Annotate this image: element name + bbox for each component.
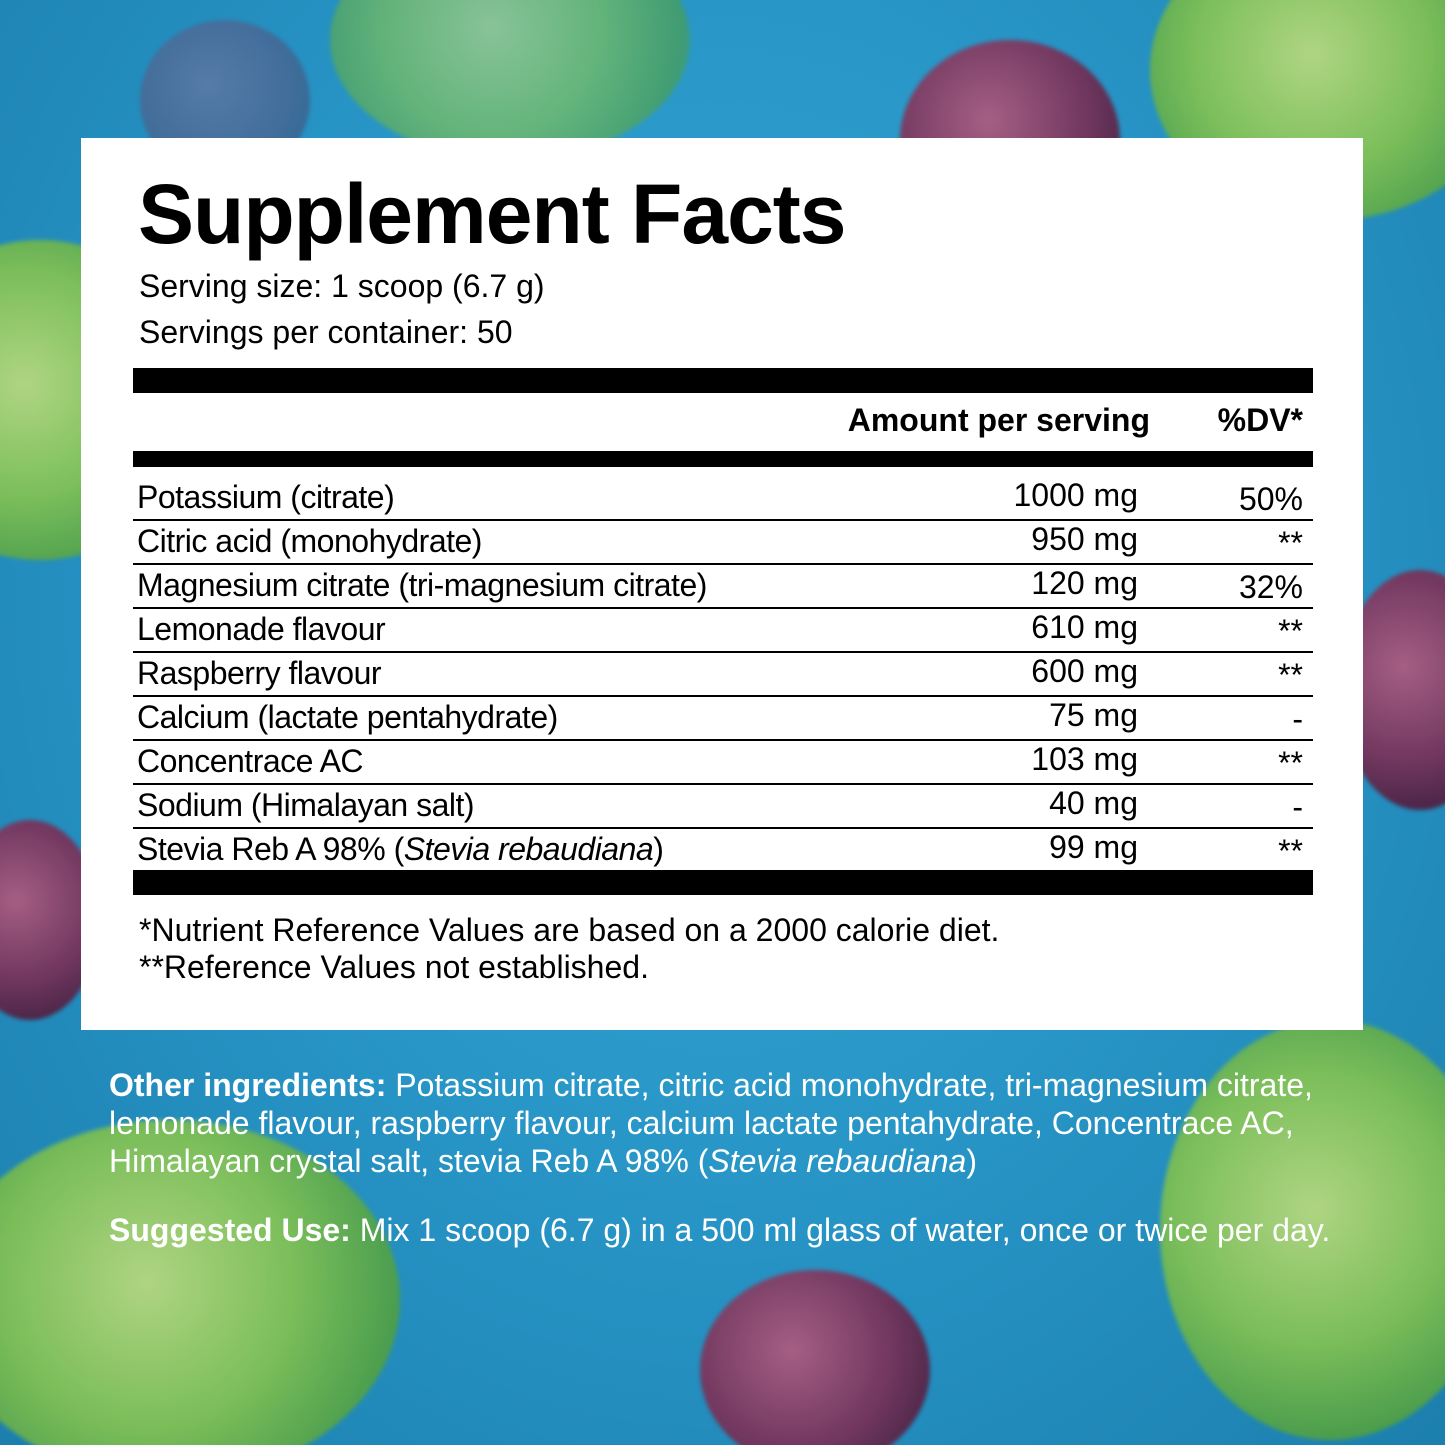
daily-value: **	[1278, 657, 1303, 693]
lime-decor	[1160, 1020, 1445, 1440]
table-row: Sodium (Himalayan salt) 40 mg -	[133, 785, 1313, 829]
lime-decor	[0, 1120, 400, 1445]
other-ingredients: Other ingredients: Potassium citrate, ci…	[109, 1066, 1339, 1180]
suggested-use: Suggested Use: Mix 1 scoop (6.7 g) in a …	[109, 1211, 1339, 1249]
amount: 120 mg	[1031, 565, 1138, 601]
ingredient-name: Lemonade flavour	[137, 611, 386, 647]
text-segment: )	[966, 1143, 977, 1179]
daily-value: **	[1278, 525, 1303, 561]
supplement-facts-panel: Supplement Facts Serving size: 1 scoop (…	[81, 138, 1363, 1030]
ingredient-name: Magnesium citrate (tri-magnesium citrate…	[137, 567, 707, 603]
amount: 99 mg	[1049, 829, 1138, 865]
text-segment: )	[653, 831, 664, 867]
divider-bar	[133, 870, 1313, 895]
amount: 950 mg	[1031, 521, 1138, 557]
column-header: %DV*	[1217, 402, 1303, 438]
daily-value: -	[1292, 789, 1303, 825]
amount: 1000 mg	[1013, 477, 1138, 513]
table-row: Lemonade flavour 610 mg **	[133, 609, 1313, 653]
ingredient-name: Sodium (Himalayan salt)	[137, 787, 475, 823]
daily-value: **	[1278, 745, 1303, 781]
daily-value: -	[1292, 701, 1303, 737]
daily-value: 32%	[1238, 569, 1303, 605]
title: Supplement Facts	[138, 167, 846, 261]
ingredient-name: Citric acid (monohydrate)	[137, 523, 482, 559]
text-segment: Stevia Reb A 98% (	[137, 831, 404, 867]
amount: 610 mg	[1031, 609, 1138, 645]
table-row: Citric acid (monohydrate) 950 mg **	[133, 521, 1313, 565]
text-segment: Stevia rebaudiana	[708, 1143, 967, 1179]
amount: 40 mg	[1049, 785, 1138, 821]
daily-value: **	[1278, 833, 1303, 869]
ingredient-name: Raspberry flavour	[137, 655, 382, 691]
servings-per-container: Servings per container: 50	[139, 314, 513, 350]
amount: 103 mg	[1031, 741, 1138, 777]
table-row: Magnesium citrate (tri-magnesium citrate…	[133, 565, 1313, 609]
column-header: Amount per serving	[847, 402, 1150, 438]
raspberry-decor	[700, 1270, 930, 1445]
table-row: Concentrace AC 103 mg **	[133, 741, 1313, 785]
ingredient-name: Potassium (citrate)	[137, 479, 395, 515]
table-row: Calcium (lactate pentahydrate) 75 mg -	[133, 697, 1313, 741]
text-segment: Stevia rebaudiana	[403, 831, 654, 867]
ingredient-name: Calcium (lactate pentahydrate)	[137, 699, 558, 735]
divider-bar	[133, 368, 1313, 393]
footnote: *Nutrient Reference Values are based on …	[139, 912, 1000, 948]
lime-decor	[330, 0, 690, 160]
amount: 600 mg	[1031, 653, 1138, 689]
section-label: Suggested Use:	[109, 1212, 351, 1248]
daily-value: **	[1278, 613, 1303, 649]
text-segment: Potassium citrate, citric acid monohydra…	[109, 1067, 1313, 1179]
daily-value: 50%	[1238, 481, 1303, 517]
ingredient-name: Concentrace AC	[137, 743, 364, 779]
text-segment: Mix 1 scoop (6.7 g) in a 500 ml glass of…	[350, 1212, 1331, 1248]
serving-size: Serving size: 1 scoop (6.7 g)	[139, 268, 545, 304]
table-row: Potassium (citrate) 1000 mg 50%	[133, 477, 1313, 521]
amount: 75 mg	[1049, 697, 1138, 733]
footnote: **Reference Values not established.	[139, 949, 649, 985]
ingredient-name: Stevia Reb A 98% (Stevia rebaudiana)	[137, 831, 664, 868]
section-label: Other ingredients:	[109, 1067, 387, 1103]
divider-bar	[133, 451, 1313, 467]
table-row: Raspberry flavour 600 mg **	[133, 653, 1313, 697]
table-row: Stevia Reb A 98% (Stevia rebaudiana) 99 m…	[133, 829, 1313, 873]
